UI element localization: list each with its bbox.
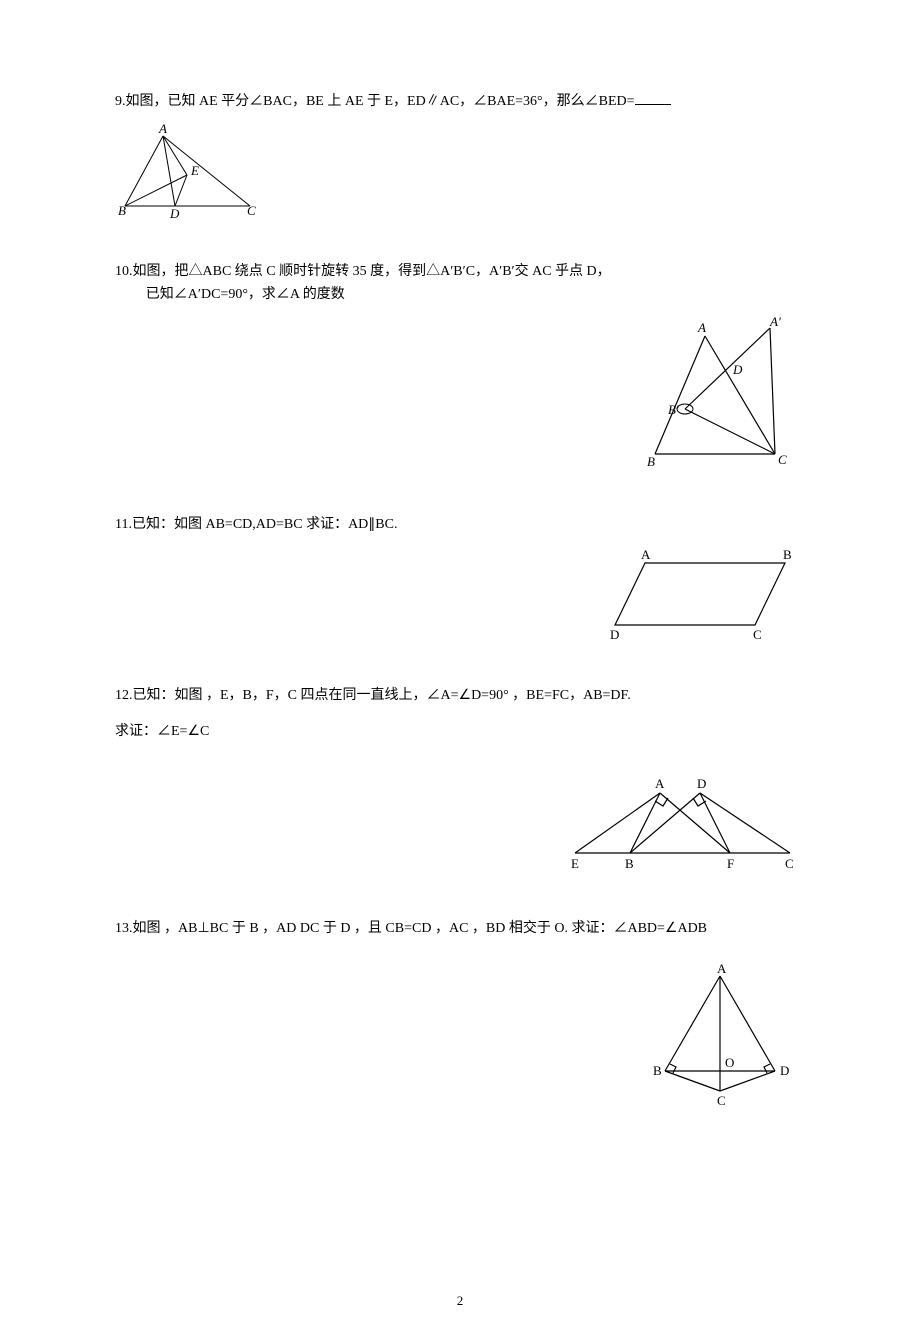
label-C: C — [785, 856, 794, 871]
label-Ap: A′ — [769, 314, 781, 329]
label-B: B — [783, 547, 792, 562]
problem-12-line1: 已知：如图 ，E，B，F，C 四点在同一直线上，∠A=∠D=90° ，BE=FC… — [133, 688, 631, 703]
figure-11: A B C D — [605, 545, 800, 645]
problem-12: 12.已知：如图 ，E，B，F，C 四点在同一直线上，∠A=∠D=90° ，BE… — [115, 685, 820, 879]
label-C: C — [778, 452, 787, 467]
figure-9: A B C D E — [115, 121, 270, 221]
problem-11-number: 11. — [115, 517, 132, 532]
problem-9-number: 9. — [115, 94, 126, 109]
label-D: D — [169, 206, 180, 221]
problem-10-line1: 如图，把△ABC 绕点 C 顺时针旋转 35 度，得到△A′B′C，A′B′交 … — [133, 264, 611, 279]
label-B: B — [118, 203, 126, 218]
label-A: A — [641, 547, 651, 562]
label-D: D — [610, 627, 619, 642]
label-B: B — [647, 454, 655, 469]
problem-13: 13.如图 ，AB⊥BC 于 B ，AD DC 于 D ，且 CB=CD ，AC… — [115, 918, 820, 1110]
problem-12-number: 12. — [115, 688, 133, 703]
problem-12-proof: 求证：∠E=∠C — [115, 721, 820, 743]
label-D: D — [780, 1063, 789, 1078]
problem-13-body: 如图 ，AB⊥BC 于 B ，AD DC 于 D ，且 CB=CD ，AC ，B… — [133, 921, 708, 936]
figure-10: A A′ B B′ C D — [630, 314, 800, 474]
problem-12-line2: 求证：∠E=∠C — [115, 724, 209, 739]
label-A: A — [717, 961, 727, 976]
problem-10-text: 10.如图，把△ABC 绕点 C 顺时针旋转 35 度，得到△A′B′C，A′B… — [115, 261, 820, 306]
problem-11-text: 11.已知：如图 AB=CD,AD=BC 求证：AD∥BC. — [115, 514, 820, 536]
label-Bp: B′ — [668, 402, 679, 417]
problem-9-text: 9.如图，已知 AE 平分∠BAC，BE 上 AE 于 E，ED∥AC，∠BAE… — [115, 90, 820, 113]
problem-9-body: 如图，已知 AE 平分∠BAC，BE 上 AE 于 E，ED∥AC，∠BAE=3… — [126, 94, 635, 109]
label-E: E — [190, 163, 199, 178]
label-A: A — [158, 121, 167, 136]
label-A: A — [655, 776, 665, 791]
label-B: B — [653, 1063, 662, 1078]
problem-11: 11.已知：如图 AB=CD,AD=BC 求证：AD∥BC. A B C D — [115, 514, 820, 644]
label-O: O — [725, 1055, 734, 1070]
label-D: D — [697, 776, 706, 791]
problem-12-text: 12.已知：如图 ，E，B，F，C 四点在同一直线上，∠A=∠D=90° ，BE… — [115, 685, 820, 707]
label-C: C — [247, 203, 256, 218]
label-A: A — [697, 320, 706, 335]
label-C: C — [753, 627, 762, 642]
problem-13-number: 13. — [115, 921, 133, 936]
label-B: B — [625, 856, 634, 871]
blank-fill — [635, 90, 671, 105]
problem-10: 10.如图，把△ABC 绕点 C 顺时针旋转 35 度，得到△A′B′C，A′B… — [115, 261, 820, 474]
problem-13-text: 13.如图 ，AB⊥BC 于 B ，AD DC 于 D ，且 CB=CD ，AC… — [115, 918, 820, 940]
figure-13: A B D C O — [640, 961, 800, 1111]
problem-11-body: 已知：如图 AB=CD,AD=BC 求证：AD∥BC. — [132, 517, 397, 532]
problem-10-line2: 已知∠A′DC=90°，求∠A 的度数 — [115, 284, 820, 306]
label-C: C — [717, 1093, 726, 1108]
label-F: F — [727, 856, 734, 871]
problem-9: 9.如图，已知 AE 平分∠BAC，BE 上 AE 于 E，ED∥AC，∠BAE… — [115, 90, 820, 221]
label-D: D — [732, 362, 743, 377]
figure-12: A D E B F C — [565, 773, 800, 878]
label-E: E — [571, 856, 579, 871]
problem-10-number: 10. — [115, 264, 133, 279]
